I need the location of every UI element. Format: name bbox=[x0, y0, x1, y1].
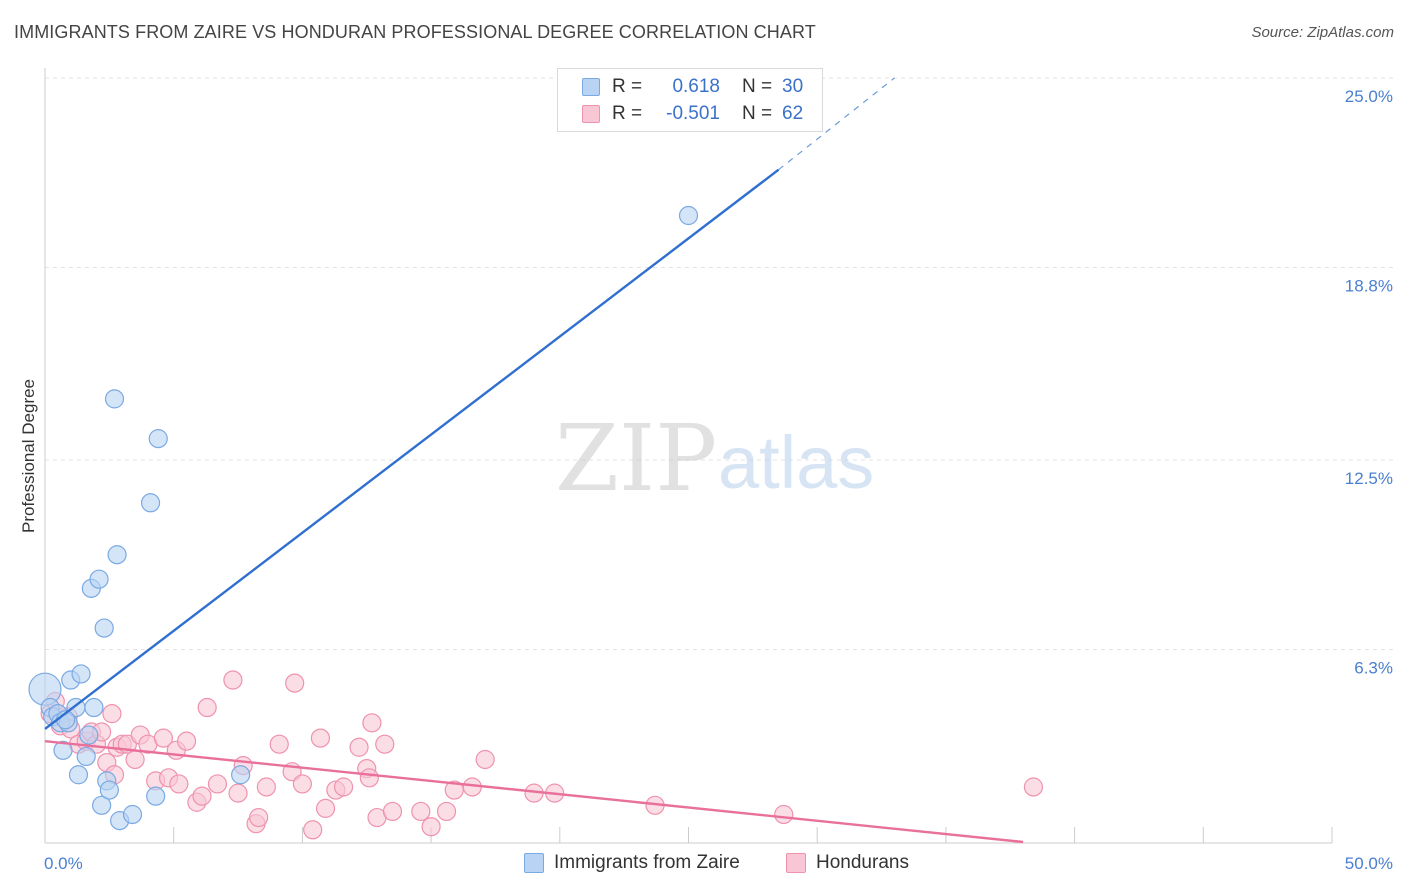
zaire-point bbox=[79, 725, 99, 745]
zaire-point bbox=[146, 786, 166, 806]
y-axis-title: Professional Degree bbox=[19, 379, 38, 533]
zaire-point bbox=[122, 804, 143, 825]
trend-lines bbox=[44, 77, 1024, 844]
hondurans-swatch bbox=[582, 105, 600, 123]
grid-lines bbox=[45, 77, 1393, 650]
source-credit: Source: ZipAtlas.com bbox=[1251, 24, 1394, 41]
hondurans-points bbox=[40, 670, 1044, 840]
hondurans-point bbox=[303, 820, 323, 840]
legend-row-hondurans: R = -0.501 N = 62 bbox=[582, 102, 803, 126]
hondurans-point bbox=[436, 801, 457, 822]
hondurans-point bbox=[359, 768, 379, 788]
zaire-point bbox=[678, 205, 699, 226]
watermark-atlas: atlas bbox=[718, 421, 874, 504]
hondurans-point bbox=[421, 817, 441, 837]
n-label: N = bbox=[742, 103, 773, 124]
hondurans-point bbox=[102, 704, 122, 724]
hondurans-point bbox=[382, 801, 403, 822]
hondurans-point bbox=[333, 777, 354, 797]
hondurans-point bbox=[207, 774, 228, 794]
legend-item-hondurans: Hondurans bbox=[786, 852, 909, 874]
y-tick-label: 25.0% bbox=[1345, 87, 1393, 106]
hondurans-point bbox=[228, 783, 248, 803]
zaire-point bbox=[148, 429, 168, 449]
legend-row-zaire: R = 0.618 N = 30 bbox=[582, 75, 803, 99]
hondurans-point bbox=[292, 774, 312, 794]
legend-item-zaire: Immigrants from Zaire bbox=[524, 852, 740, 874]
hondurans-point bbox=[256, 777, 276, 797]
hondurans-point bbox=[349, 737, 369, 757]
zaire-points bbox=[28, 205, 699, 831]
zaire-point bbox=[104, 389, 125, 409]
hondurans-point bbox=[362, 713, 382, 733]
hondurans-legend-swatch bbox=[786, 853, 806, 873]
r-label: R = bbox=[612, 76, 643, 97]
hondurans-point bbox=[285, 673, 305, 693]
watermark-zip: ZIP bbox=[555, 405, 717, 512]
zaire-legend-swatch bbox=[524, 853, 544, 873]
hondurans-point bbox=[375, 734, 395, 754]
r-label: R = bbox=[612, 103, 643, 124]
zaire-point bbox=[76, 746, 96, 767]
y-tick-label: 12.5% bbox=[1345, 469, 1393, 488]
hondurans-point bbox=[169, 774, 189, 794]
hondurans-point bbox=[223, 670, 243, 690]
x-tick-max: 50.0% bbox=[1345, 854, 1393, 873]
hondurans-point bbox=[249, 807, 269, 828]
zaire-point bbox=[140, 493, 161, 513]
hondurans-point bbox=[197, 697, 217, 718]
zaire-point bbox=[84, 697, 104, 718]
zaire-point bbox=[99, 780, 119, 800]
hondurans-point bbox=[192, 786, 212, 806]
x-tick-min: 0.0% bbox=[44, 854, 83, 873]
zaire-point bbox=[68, 765, 89, 785]
zaire-point bbox=[92, 795, 112, 815]
zaire-trend-extension bbox=[778, 77, 895, 171]
hondurans-point bbox=[153, 728, 174, 748]
hondurans-point bbox=[475, 749, 495, 770]
n-value: 30 bbox=[782, 76, 804, 97]
hondurans-point bbox=[310, 728, 331, 748]
hondurans-point bbox=[315, 798, 336, 818]
hondurans-point bbox=[774, 804, 794, 825]
zaire-swatch bbox=[582, 78, 600, 96]
zaire-point bbox=[71, 664, 91, 684]
n-value: 62 bbox=[782, 103, 804, 124]
chart-title: IMMIGRANTS FROM ZAIRE VS HONDURAN PROFES… bbox=[14, 22, 816, 42]
hondurans-point bbox=[411, 801, 431, 822]
hondurans-point bbox=[1023, 777, 1044, 797]
legend-label-zaire: Immigrants from Zaire bbox=[554, 852, 740, 873]
y-tick-label: 18.8% bbox=[1345, 276, 1393, 295]
r-value: 0.618 bbox=[672, 76, 720, 97]
zaire-point bbox=[231, 765, 251, 785]
zaire-trend-line bbox=[44, 168, 780, 730]
zaire-point bbox=[107, 545, 127, 565]
hondurans-point bbox=[176, 731, 197, 751]
series-legend: Immigrants from Zaire Hondurans bbox=[0, 852, 1406, 876]
r-value: -0.501 bbox=[666, 103, 720, 124]
hondurans-point bbox=[269, 734, 289, 754]
zaire-point bbox=[53, 740, 73, 760]
correlation-legend: R = 0.618 N = 30 R = -0.501 N = 62 bbox=[557, 68, 823, 132]
zaire-point bbox=[89, 569, 109, 589]
n-label: N = bbox=[742, 76, 773, 97]
y-tick-label: 6.3% bbox=[1354, 658, 1393, 677]
legend-label-hondurans: Hondurans bbox=[816, 852, 909, 873]
hondurans-point bbox=[125, 749, 145, 770]
y-tick-labels: 6.3% 12.5% 18.8% 25.0% bbox=[1345, 87, 1393, 677]
hondurans-trend-line bbox=[44, 739, 1024, 844]
zaire-point bbox=[94, 618, 114, 638]
